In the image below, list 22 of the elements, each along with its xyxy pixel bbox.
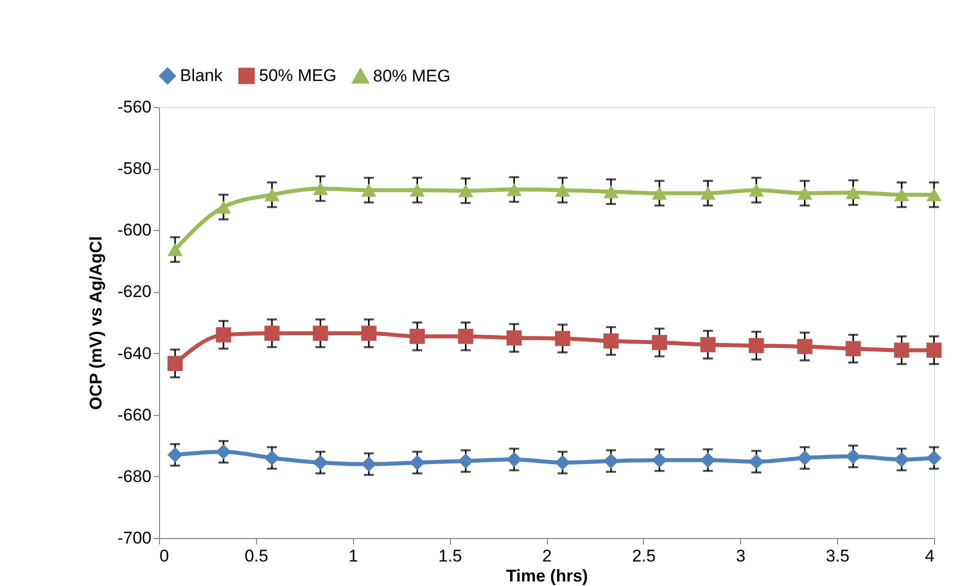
y-tick-label: -700 xyxy=(117,528,152,548)
x-axis-title: Time (hrs) xyxy=(506,566,588,586)
x-tick-label: 0.5 xyxy=(244,546,268,566)
y-tick-label: -660 xyxy=(117,405,152,424)
y-tick-label: -680 xyxy=(117,466,152,486)
x-tick-label: 4 xyxy=(925,546,934,566)
y-tick-label: -560 xyxy=(117,98,152,116)
x-tick-label: 3 xyxy=(736,546,746,566)
x-tick-label: 3.5 xyxy=(826,546,850,566)
legend-label: 50% MEG xyxy=(259,66,336,85)
y-tick-label: -600 xyxy=(117,220,152,240)
x-tick-label: 2.5 xyxy=(632,546,656,566)
y-tick-label: -580 xyxy=(117,159,152,178)
legend-label: Blank xyxy=(180,66,224,85)
y-tick-label: -620 xyxy=(117,282,152,302)
x-tick-label: 0 xyxy=(160,546,169,566)
legend-label: 80% MEG xyxy=(373,66,450,86)
y-axis-title: OCP (mV) vs Ag/AgCl xyxy=(86,236,106,410)
x-tick-label: 2 xyxy=(542,546,552,566)
y-tick-label: -640 xyxy=(117,344,152,363)
x-tick-label: 1.5 xyxy=(438,546,462,566)
x-tick-label: 1 xyxy=(348,546,358,566)
